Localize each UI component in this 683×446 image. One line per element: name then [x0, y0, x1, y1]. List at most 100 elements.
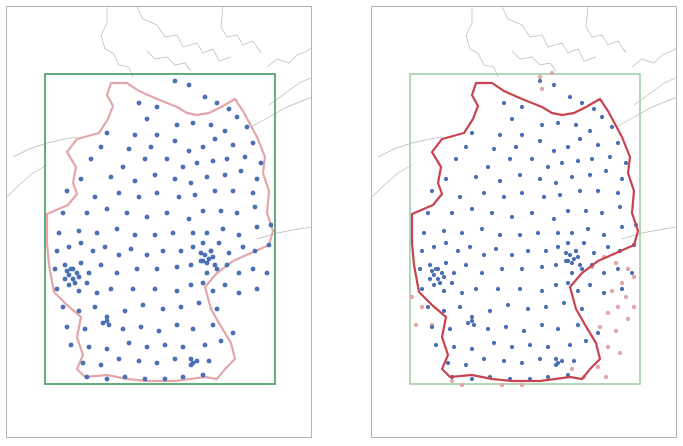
- outside-point: [625, 266, 631, 272]
- station-point: [200, 280, 206, 286]
- outside-points: [409, 70, 637, 388]
- station-point: [519, 190, 525, 196]
- station-point: [433, 266, 439, 272]
- station-point: [571, 256, 577, 262]
- station-point: [481, 252, 487, 258]
- station-point: [174, 288, 180, 294]
- station-point: [457, 304, 463, 310]
- station-point: [529, 156, 535, 162]
- station-point: [567, 342, 573, 348]
- station-point: [222, 172, 228, 178]
- station-point: [451, 344, 457, 350]
- station-point: [190, 244, 196, 250]
- station-point: [573, 122, 579, 128]
- station-point: [84, 210, 90, 216]
- station-point: [441, 274, 447, 280]
- coastline-line: [621, 226, 676, 240]
- station-point: [565, 280, 571, 286]
- station-point: [78, 176, 84, 182]
- station-point: [206, 358, 212, 364]
- station-point: [84, 280, 90, 286]
- station-point: [539, 264, 545, 270]
- station-point: [154, 266, 160, 272]
- station-point: [188, 180, 194, 186]
- station-point: [68, 266, 74, 272]
- station-point: [224, 262, 230, 268]
- station-point: [425, 304, 431, 310]
- station-point: [591, 106, 597, 112]
- coastline-line: [377, 136, 443, 158]
- station-point: [583, 338, 589, 344]
- station-point: [619, 286, 625, 292]
- station-point: [503, 324, 509, 330]
- station-point: [497, 132, 503, 138]
- station-point: [443, 240, 449, 246]
- station-point: [124, 210, 130, 216]
- station-point: [76, 308, 82, 314]
- station-point: [493, 246, 499, 252]
- station-point: [437, 280, 443, 286]
- station-point: [587, 128, 593, 134]
- outside-point: [419, 304, 425, 310]
- station-point: [575, 254, 581, 260]
- station-point: [629, 270, 635, 276]
- station-point: [575, 288, 581, 294]
- station-point: [577, 262, 583, 268]
- station-point: [529, 210, 535, 216]
- station-point: [190, 326, 196, 332]
- station-point: [573, 248, 579, 254]
- station-point: [589, 156, 595, 162]
- station-point: [599, 210, 605, 216]
- station-points: [52, 78, 274, 382]
- station-point: [519, 104, 525, 110]
- station-point: [192, 192, 198, 198]
- station-point: [254, 224, 260, 230]
- station-point: [485, 164, 491, 170]
- station-point: [429, 324, 435, 330]
- station-point: [455, 248, 461, 254]
- station-point: [108, 286, 114, 292]
- station-point: [92, 194, 98, 200]
- outside-point: [625, 316, 631, 322]
- station-point: [212, 262, 218, 268]
- station-point: [140, 302, 146, 308]
- outside-point: [549, 70, 555, 76]
- station-point: [601, 232, 607, 238]
- coastline-line: [465, 7, 499, 78]
- station-point: [579, 266, 585, 272]
- station-point: [569, 260, 575, 266]
- station-point: [421, 230, 427, 236]
- station-point: [136, 194, 142, 200]
- station-point: [236, 290, 242, 296]
- station-point: [60, 210, 66, 216]
- station-point: [555, 360, 561, 366]
- station-point: [154, 132, 160, 138]
- station-point: [250, 140, 256, 146]
- station-point: [555, 326, 561, 332]
- station-point: [142, 376, 148, 382]
- station-point: [64, 188, 70, 194]
- station-point: [206, 256, 212, 262]
- station-point: [473, 286, 479, 292]
- station-point: [553, 282, 559, 288]
- station-point: [559, 358, 565, 364]
- station-point: [226, 250, 232, 256]
- station-point: [200, 372, 206, 378]
- station-point: [459, 230, 465, 236]
- station-point: [567, 252, 573, 258]
- station-point: [471, 322, 477, 328]
- station-point: [104, 376, 110, 382]
- station-point: [172, 78, 178, 84]
- station-point: [90, 248, 96, 254]
- outside-point: [597, 324, 603, 330]
- station-point: [218, 208, 224, 214]
- station-point: [491, 146, 497, 152]
- station-point: [114, 270, 120, 276]
- station-point: [563, 250, 569, 256]
- station-point: [172, 138, 178, 144]
- outside-point: [615, 304, 621, 310]
- station-point: [220, 226, 226, 232]
- station-point: [553, 180, 559, 186]
- station-point: [66, 282, 72, 288]
- station-point: [178, 248, 184, 254]
